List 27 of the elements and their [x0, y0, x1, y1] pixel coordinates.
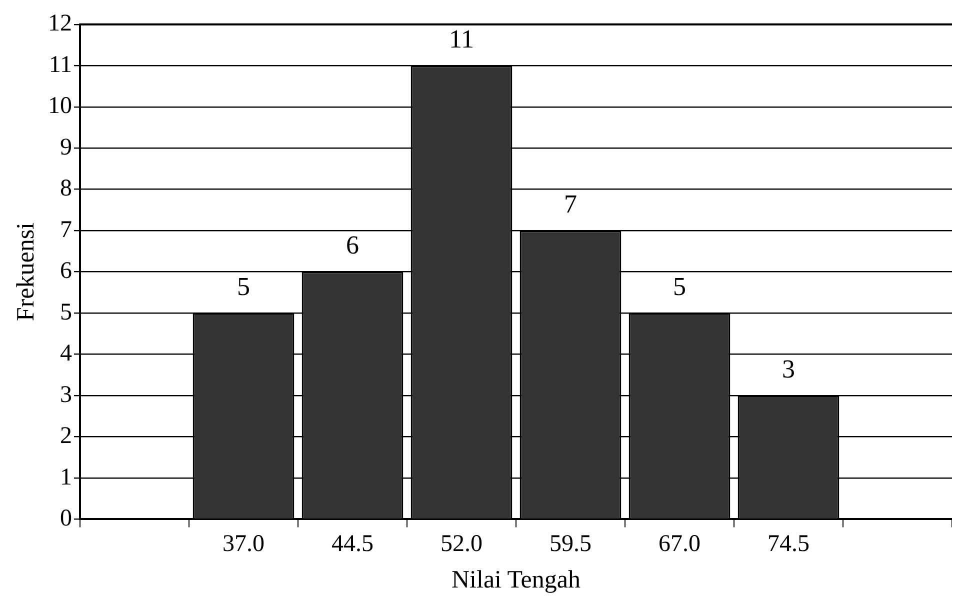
x-tick-label: 59.5 [550, 530, 592, 557]
x-tick-label: 37.0 [222, 530, 264, 557]
y-axis-title: Frekuensi [12, 222, 40, 322]
y-tick-label: 8 [60, 176, 72, 202]
x-tick-label: 44.5 [332, 530, 374, 557]
y-tick-label: 4 [60, 340, 72, 367]
y-tick-label: 12 [48, 10, 72, 37]
data-label: 7 [564, 189, 577, 218]
y-tick-label: 3 [60, 382, 72, 408]
y-tick-label: 6 [60, 258, 72, 284]
y-tick-label: 5 [60, 299, 72, 326]
data-label: 5 [237, 272, 250, 301]
y-tick-label: 10 [48, 93, 72, 120]
x-axis-title: Nilai Tengah [451, 566, 581, 594]
data-label: 6 [346, 230, 359, 260]
y-tick-label: 0 [60, 505, 72, 532]
x-tick-label: 74.5 [768, 530, 810, 557]
y-tick-label: 11 [48, 52, 72, 78]
data-label: 11 [448, 24, 474, 54]
data-label: 5 [673, 272, 686, 301]
y-tick-label: 2 [60, 423, 72, 450]
y-tick-label: 7 [60, 216, 72, 243]
x-tick-label: 52.0 [440, 530, 482, 557]
y-tick-label: 9 [60, 134, 72, 160]
y-tick-label: 1 [60, 464, 72, 490]
x-tick-label: 67.0 [658, 530, 700, 557]
data-label: 3 [782, 354, 795, 384]
